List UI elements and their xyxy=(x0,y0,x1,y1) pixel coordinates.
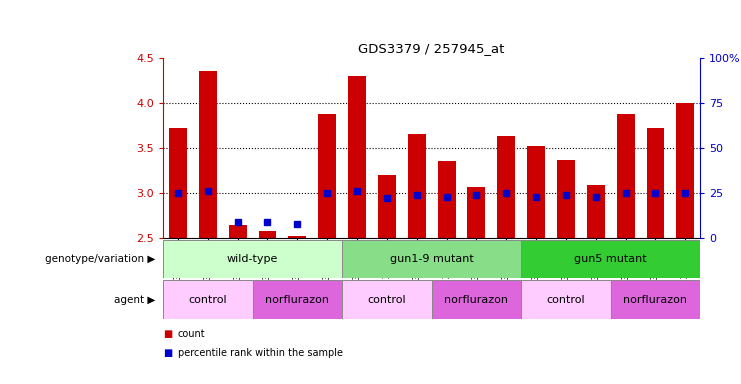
Bar xyxy=(169,128,187,238)
Bar xyxy=(431,280,521,319)
Bar xyxy=(408,134,425,238)
Bar xyxy=(163,240,342,278)
Text: control: control xyxy=(547,295,585,305)
Text: ■: ■ xyxy=(163,329,172,339)
Bar xyxy=(163,280,253,319)
Bar xyxy=(378,175,396,238)
Bar xyxy=(468,187,485,238)
Bar xyxy=(199,71,217,238)
Bar xyxy=(617,114,634,238)
Text: wild-type: wild-type xyxy=(227,254,278,264)
Bar xyxy=(229,225,247,238)
Bar xyxy=(521,280,611,319)
Text: agent ▶: agent ▶ xyxy=(114,295,156,305)
Bar xyxy=(342,280,431,319)
Bar xyxy=(587,185,605,238)
Bar xyxy=(318,114,336,238)
Title: GDS3379 / 257945_at: GDS3379 / 257945_at xyxy=(359,42,505,55)
Bar xyxy=(497,136,515,238)
Text: gun1-9 mutant: gun1-9 mutant xyxy=(390,254,473,264)
Bar xyxy=(527,146,545,238)
Bar xyxy=(677,103,694,238)
Text: norflurazon: norflurazon xyxy=(623,295,688,305)
Bar xyxy=(557,161,575,238)
Bar xyxy=(342,240,521,278)
Text: ■: ■ xyxy=(163,348,172,358)
Bar xyxy=(646,128,665,238)
Text: norflurazon: norflurazon xyxy=(445,295,508,305)
Text: norflurazon: norflurazon xyxy=(265,295,329,305)
Bar xyxy=(253,280,342,319)
Bar xyxy=(521,240,700,278)
Bar xyxy=(288,236,306,238)
Bar xyxy=(259,231,276,238)
Text: control: control xyxy=(188,295,227,305)
Text: count: count xyxy=(178,329,205,339)
Text: percentile rank within the sample: percentile rank within the sample xyxy=(178,348,343,358)
Bar xyxy=(348,76,366,238)
Text: genotype/variation ▶: genotype/variation ▶ xyxy=(45,254,156,264)
Text: gun5 mutant: gun5 mutant xyxy=(574,254,647,264)
Text: control: control xyxy=(368,295,406,305)
Bar xyxy=(611,280,700,319)
Bar xyxy=(438,161,456,238)
